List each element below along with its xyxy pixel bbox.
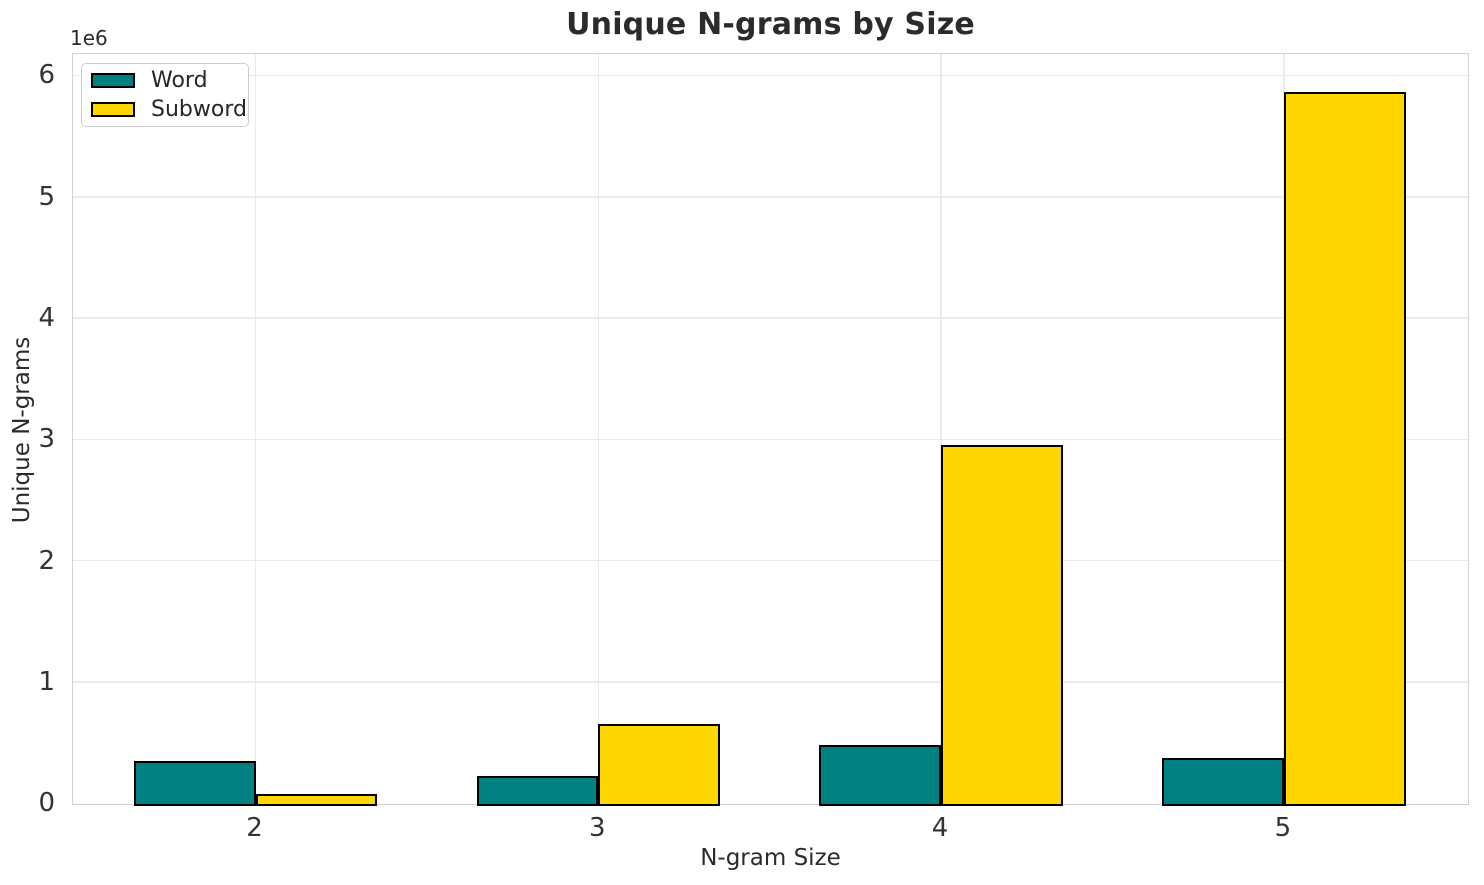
bar-word-5	[1162, 757, 1284, 806]
h-gridline	[73, 317, 1468, 319]
y-axis-ticks: 0 1 2 3 4 5 6	[0, 53, 55, 816]
x-axis-ticks: 2 3 4 5	[72, 815, 1469, 845]
bar-subword-3	[598, 723, 721, 806]
h-gridline	[73, 559, 1468, 562]
x-tick-label: 3	[589, 813, 606, 843]
v-gridline	[597, 54, 600, 804]
y-tick-label: 1	[38, 666, 55, 697]
bar-word-3	[476, 776, 599, 806]
bar-subword-2	[255, 793, 378, 806]
x-axis-label: N-gram Size	[700, 845, 841, 871]
y-tick-label: 3	[38, 424, 55, 455]
bar-subword-4	[941, 444, 1063, 806]
legend-label-word: Word	[151, 67, 208, 93]
bar-subword-5	[1283, 92, 1406, 806]
h-gridline	[73, 195, 1468, 198]
v-gridline	[254, 54, 257, 804]
bar-word-4	[819, 744, 942, 806]
plot-area: Word Subword	[72, 53, 1469, 806]
x-tick-label: 2	[246, 813, 263, 843]
y-tick-label: 4	[38, 303, 55, 333]
y-tick-label: 0	[38, 788, 55, 819]
legend-swatch-subword	[91, 102, 135, 117]
legend-swatch-word	[91, 73, 135, 88]
legend: Word Subword	[81, 63, 249, 127]
legend-entry-subword: Subword	[91, 96, 248, 122]
y-tick-label: 6	[38, 60, 55, 91]
x-tick-label: 4	[931, 813, 949, 843]
x-tick-label: 5	[1274, 813, 1292, 843]
h-gridline	[73, 74, 1468, 77]
legend-entry-word: Word	[91, 67, 248, 93]
bar-word-2	[133, 760, 256, 806]
legend-label-subword: Subword	[151, 96, 247, 122]
h-gridline	[73, 681, 1468, 683]
v-gridline	[940, 54, 942, 804]
y-tick-label: 5	[38, 181, 55, 212]
h-gridline	[73, 438, 1468, 441]
y-axis-offset-text: 1e6	[70, 26, 108, 50]
y-tick-label: 2	[38, 545, 55, 576]
chart-title: Unique N-grams by Size	[566, 7, 975, 42]
